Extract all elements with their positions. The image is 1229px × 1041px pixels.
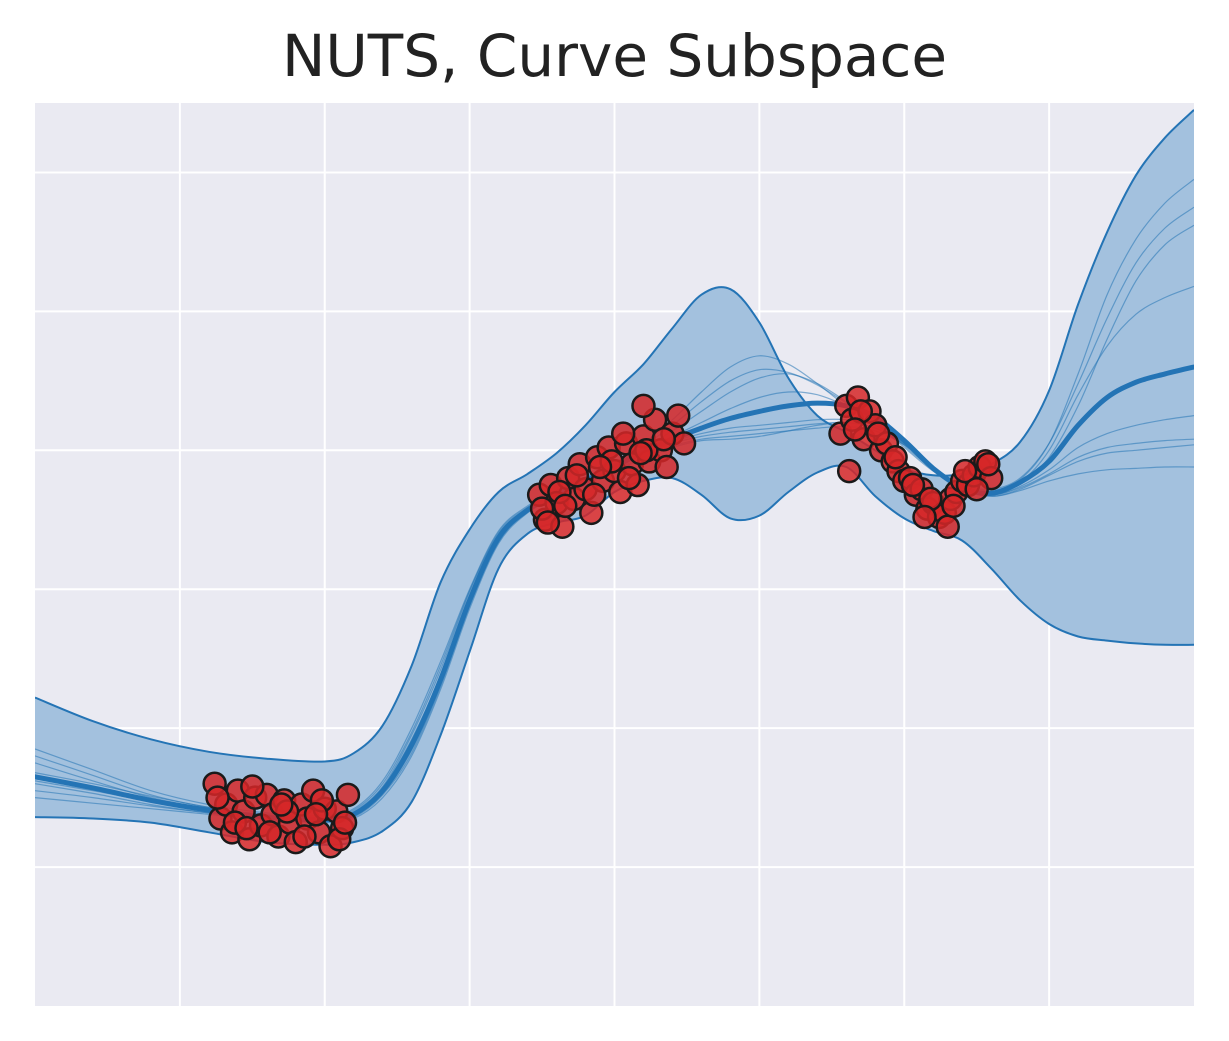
data-point [587, 454, 613, 480]
data-point [332, 810, 358, 835]
observation-points [202, 385, 1004, 859]
data-point [836, 458, 862, 484]
data-point [912, 504, 937, 530]
data-point [535, 510, 561, 535]
data-point [935, 514, 960, 539]
chart-title: NUTS, Curve Subspace [281, 22, 948, 90]
data-point [900, 472, 926, 498]
data-point [665, 403, 691, 428]
data-point [205, 785, 230, 810]
data-point [616, 465, 642, 491]
data-point [257, 820, 282, 845]
data-point [335, 782, 361, 808]
data-point [883, 445, 908, 470]
data-point [240, 774, 265, 799]
data-point [865, 421, 891, 446]
data-point [292, 824, 317, 849]
data-point [952, 458, 978, 484]
data-point [269, 792, 294, 817]
data-point [964, 476, 989, 502]
data-point [628, 440, 653, 466]
data-point [976, 451, 1001, 477]
data-point [564, 463, 590, 488]
band-lower-edge [35, 464, 1194, 846]
band-upper-edge [35, 109, 1194, 763]
data-point [581, 482, 607, 508]
data-point [651, 426, 677, 452]
data-point [234, 815, 259, 841]
data-point [552, 493, 578, 519]
data-point [842, 417, 868, 442]
data-point [303, 802, 329, 827]
data-point [941, 493, 966, 519]
data-point [654, 454, 679, 480]
data-point [671, 431, 697, 456]
data-point [610, 421, 636, 446]
data-point [631, 393, 656, 419]
